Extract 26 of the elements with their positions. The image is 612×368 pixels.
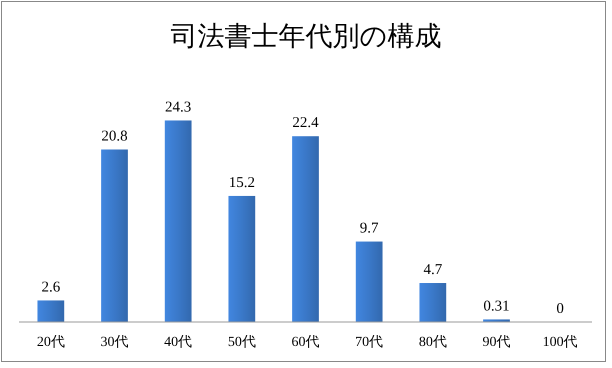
data-label: 24.3: [165, 99, 192, 116]
x-tick-label: 100代: [542, 334, 578, 350]
x-tick-label: 80代: [418, 334, 447, 350]
bar: [101, 149, 128, 322]
bar: [356, 242, 383, 322]
x-tick-label: 20代: [36, 334, 65, 350]
data-label: 9.7: [360, 220, 380, 237]
x-tick-label: 30代: [100, 334, 128, 350]
data-label: 20.8: [101, 128, 128, 144]
bar: [37, 300, 64, 322]
x-tick-label: 70代: [355, 334, 384, 350]
data-label: 15.2: [228, 174, 255, 191]
x-tick-label: 40代: [164, 334, 192, 350]
x-tick-label: 90代: [482, 334, 510, 350]
bar: [292, 136, 319, 322]
data-label: 0.31: [483, 298, 510, 314]
chart-title: 司法書士年代別の構成: [170, 21, 442, 52]
data-label: 0: [556, 301, 564, 317]
data-label: 4.7: [423, 262, 443, 278]
bar: [419, 283, 446, 322]
bar: [164, 120, 192, 322]
x-tick-label: 50代: [228, 334, 256, 350]
bar: [228, 196, 256, 322]
data-label: 22.4: [292, 115, 320, 132]
data-label: 2.6: [41, 279, 61, 296]
x-tick-label: 60代: [292, 334, 320, 350]
